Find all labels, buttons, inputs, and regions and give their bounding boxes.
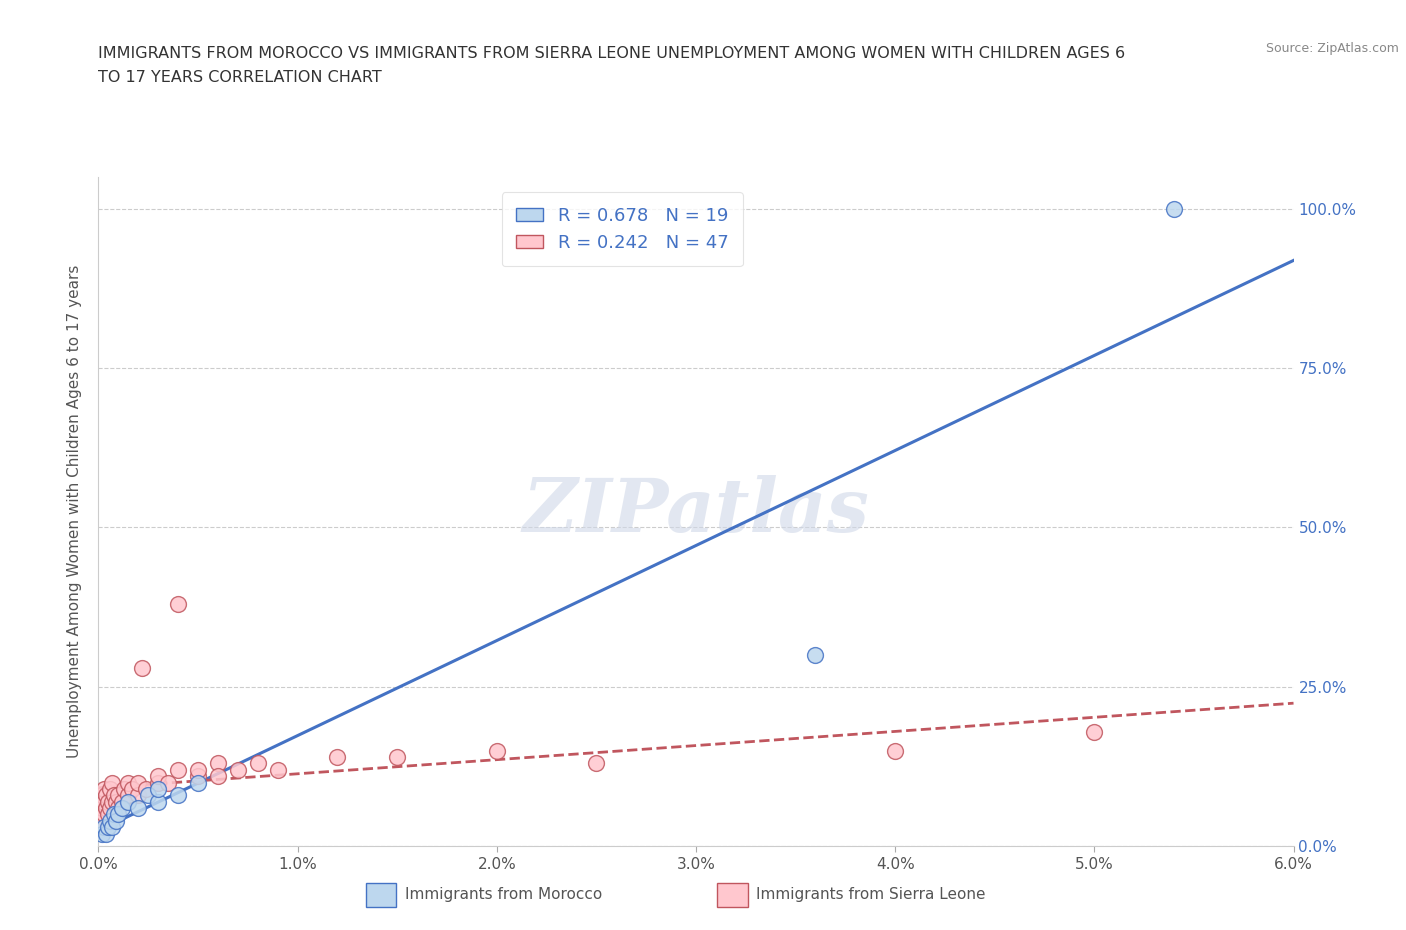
Point <box>107 788 129 803</box>
Point <box>98 801 122 816</box>
Legend: R = 0.678   N = 19, R = 0.242   N = 47: R = 0.678 N = 19, R = 0.242 N = 47 <box>502 193 742 266</box>
Point <box>111 794 134 809</box>
Text: Immigrants from Morocco: Immigrants from Morocco <box>405 887 602 902</box>
Point <box>246 756 269 771</box>
Point <box>97 794 120 809</box>
Point <box>103 807 125 822</box>
Point <box>127 801 149 816</box>
Point <box>93 781 115 796</box>
Point <box>148 769 170 784</box>
Point <box>101 794 124 809</box>
Point <box>93 819 115 834</box>
Point <box>585 756 607 771</box>
Point <box>127 788 149 803</box>
Point <box>97 819 120 834</box>
Point <box>267 763 290 777</box>
Point <box>385 750 409 764</box>
Point <box>127 775 149 790</box>
Point <box>121 781 143 796</box>
Text: TO 17 YEARS CORRELATION CHART: TO 17 YEARS CORRELATION CHART <box>98 70 382 85</box>
Point <box>131 660 153 675</box>
Point <box>91 826 114 841</box>
Point <box>107 801 129 816</box>
Point <box>89 819 111 834</box>
Point <box>148 775 170 790</box>
Point <box>884 743 907 758</box>
Point <box>96 801 118 816</box>
Point <box>157 775 180 790</box>
Point <box>804 647 827 662</box>
Point <box>112 781 135 796</box>
Point <box>91 788 114 803</box>
Text: IMMIGRANTS FROM MOROCCO VS IMMIGRANTS FROM SIERRA LEONE UNEMPLOYMENT AMONG WOMEN: IMMIGRANTS FROM MOROCCO VS IMMIGRANTS FR… <box>98 46 1126 61</box>
Point <box>96 788 118 803</box>
Y-axis label: Unemployment Among Women with Children Ages 6 to 17 years: Unemployment Among Women with Children A… <box>67 265 83 758</box>
Point <box>91 814 114 829</box>
Point <box>148 794 170 809</box>
Point <box>148 781 170 796</box>
Point <box>135 781 157 796</box>
Point <box>136 788 159 803</box>
Point <box>187 775 209 790</box>
Point <box>93 794 115 809</box>
Point <box>1163 201 1185 216</box>
Point <box>101 819 124 834</box>
Text: ZIPatlas: ZIPatlas <box>523 475 869 548</box>
Point <box>98 781 122 796</box>
Point <box>97 807 120 822</box>
Point <box>111 801 134 816</box>
Point <box>167 596 190 611</box>
Text: Source: ZipAtlas.com: Source: ZipAtlas.com <box>1265 42 1399 55</box>
Point <box>485 743 508 758</box>
Point <box>207 756 229 771</box>
Point <box>167 763 190 777</box>
Point <box>187 763 209 777</box>
Point <box>167 788 190 803</box>
Point <box>226 763 249 777</box>
Point <box>187 769 209 784</box>
Point <box>107 807 129 822</box>
Point <box>1083 724 1105 739</box>
Point <box>117 794 139 809</box>
Point <box>101 775 124 790</box>
Point <box>105 814 128 829</box>
Point <box>117 788 139 803</box>
Text: Immigrants from Sierra Leone: Immigrants from Sierra Leone <box>756 887 986 902</box>
Point <box>103 788 125 803</box>
Point <box>117 775 139 790</box>
Point <box>98 814 122 829</box>
Point <box>326 750 349 764</box>
Point <box>91 801 114 816</box>
Point <box>89 807 111 822</box>
Point <box>105 794 128 809</box>
Point <box>96 826 118 841</box>
Point <box>93 807 115 822</box>
Point <box>207 769 229 784</box>
